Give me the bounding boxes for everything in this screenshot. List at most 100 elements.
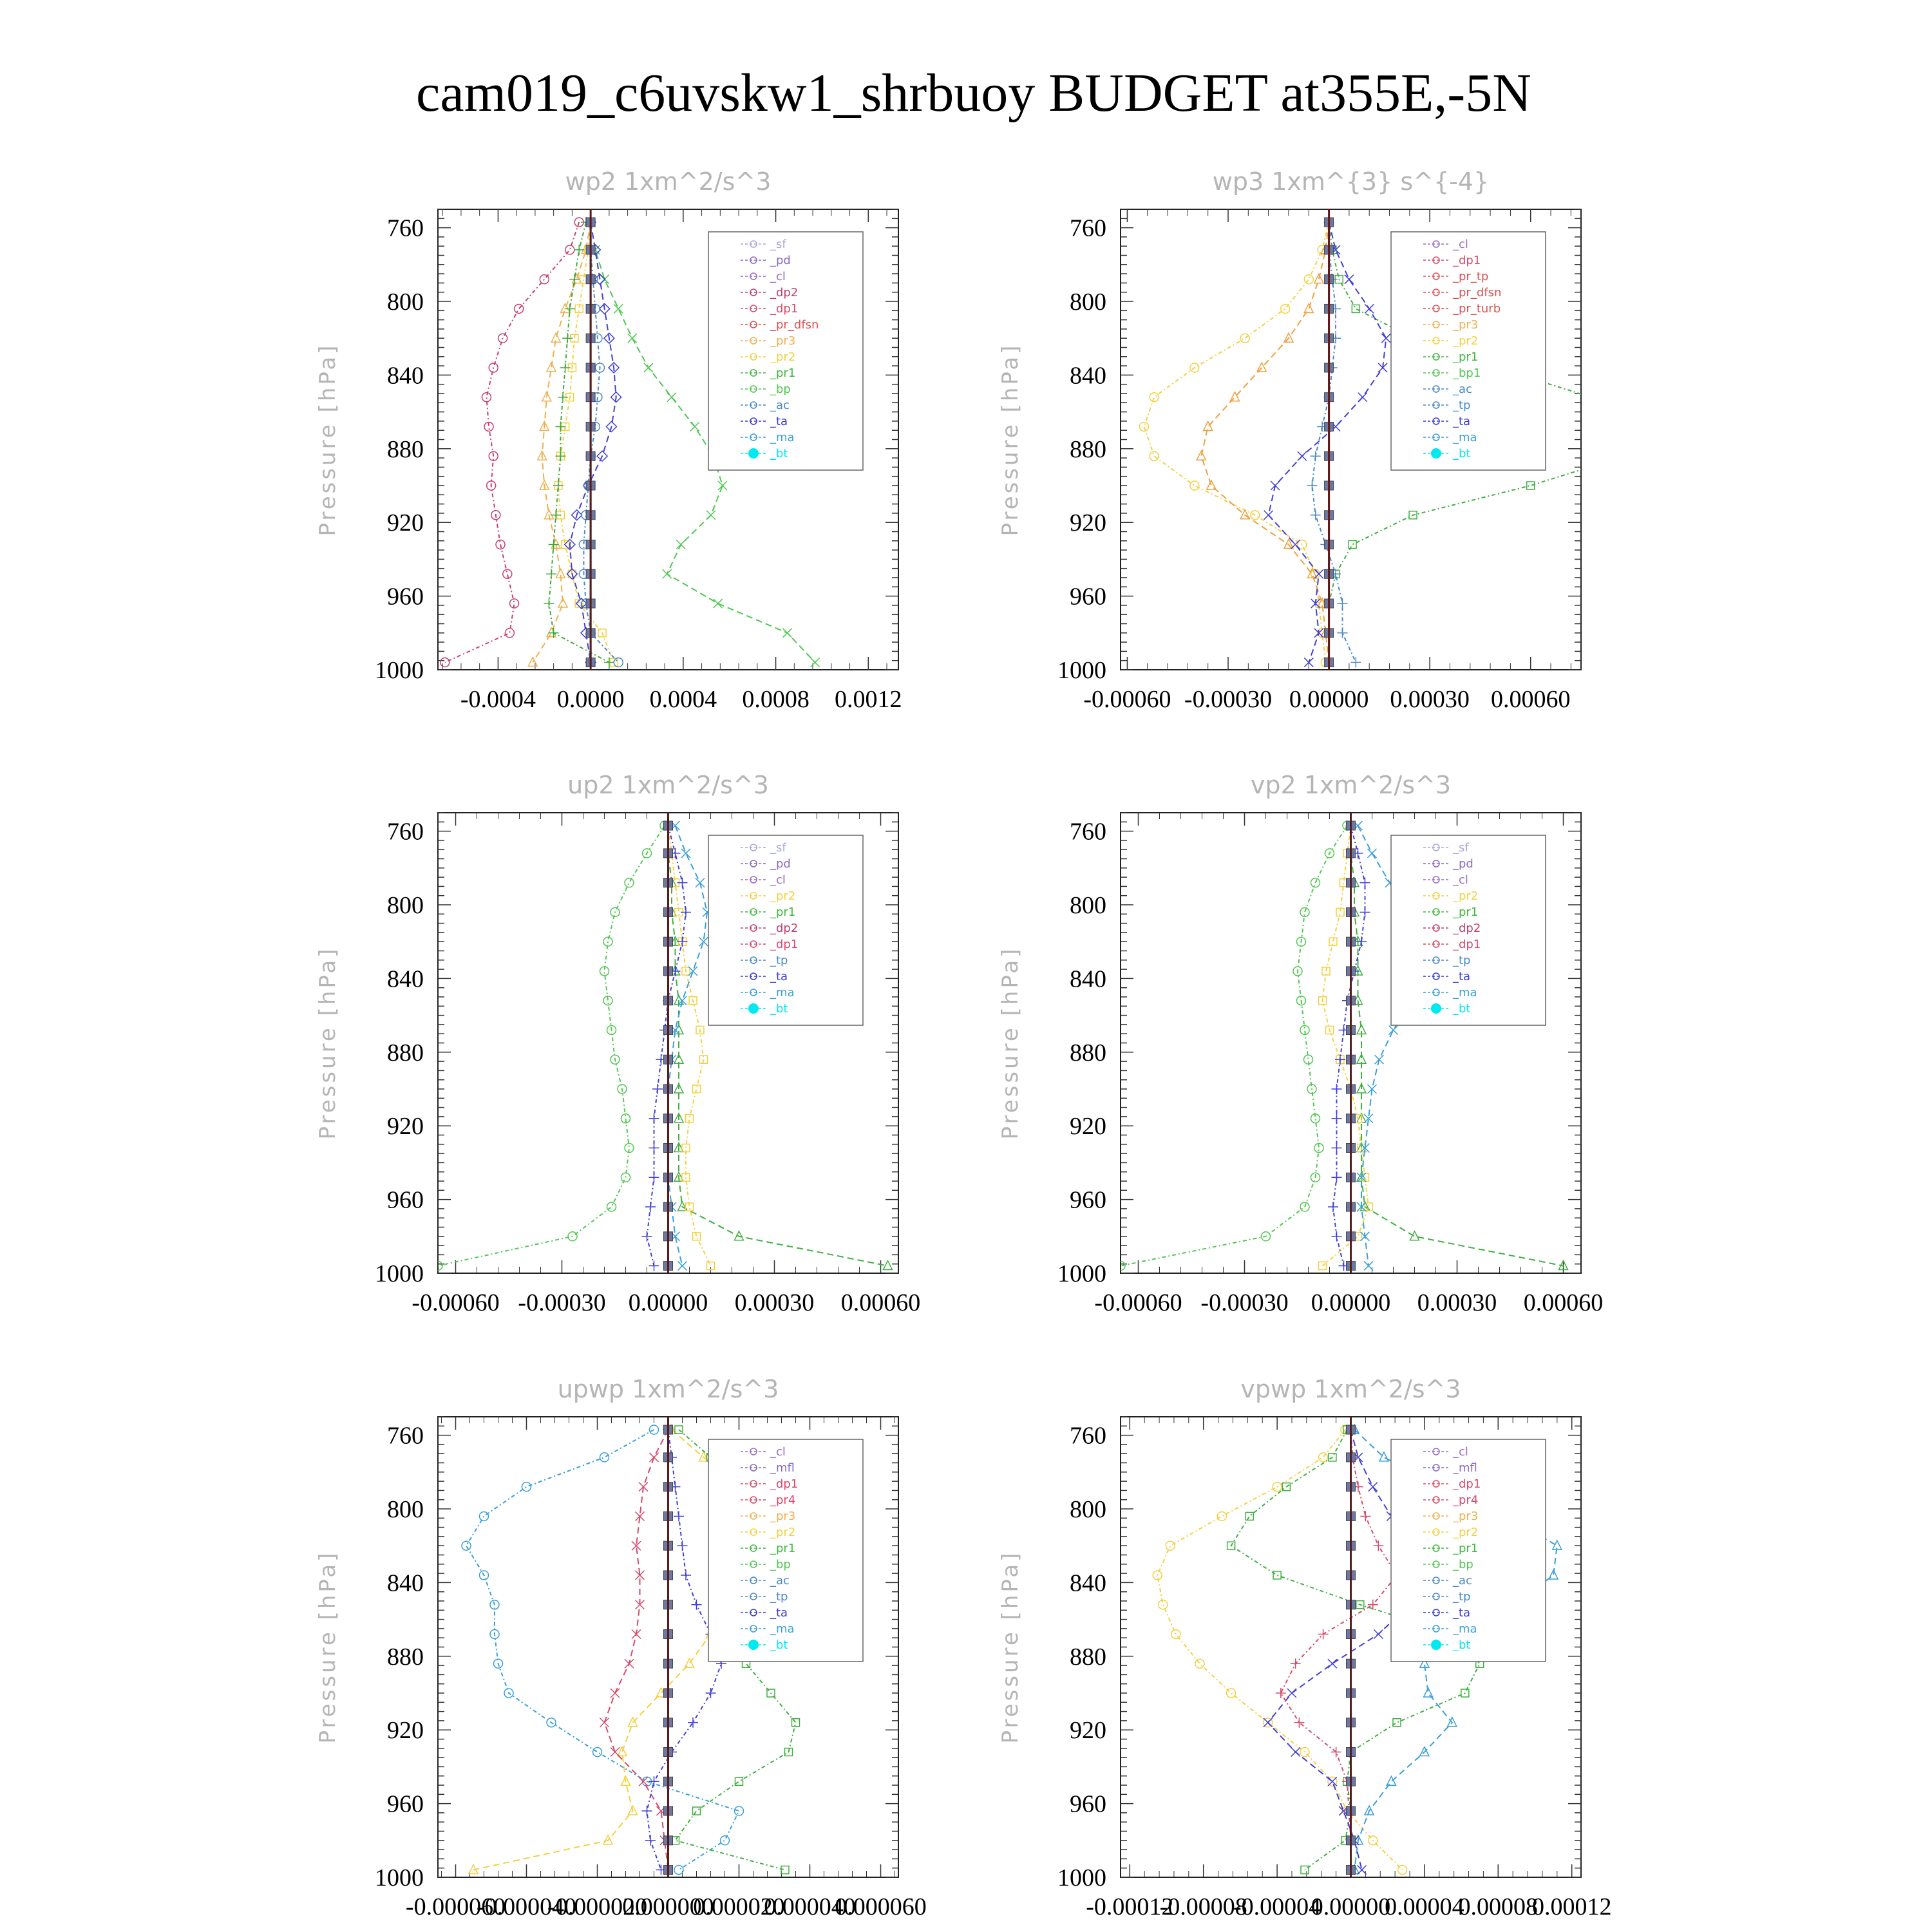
data-point-ta <box>1356 936 1367 947</box>
data-point-dp2 <box>502 569 513 580</box>
legend-marker <box>750 369 757 377</box>
data-point-pr1 <box>555 451 566 462</box>
legend-marker <box>750 940 757 948</box>
y-tick-label: 960 <box>1070 583 1106 611</box>
data-point-bp <box>766 1689 775 1698</box>
x-tick-label: 0.00000 <box>629 1289 708 1316</box>
legend-marker <box>750 353 757 361</box>
legend-marker <box>1432 1544 1440 1552</box>
data-point-pr2 <box>620 1775 631 1786</box>
legend-box <box>1390 231 1546 471</box>
data-point-dp1 <box>620 1113 631 1124</box>
data-point-pr2 <box>1318 1452 1329 1463</box>
data-point-tp <box>674 1511 684 1522</box>
data-point-ta <box>1364 303 1374 314</box>
data-point-pr3 <box>527 656 538 667</box>
legend-label: _pr_tp <box>1452 270 1488 283</box>
legend-box <box>1390 835 1546 1026</box>
data-point-bp1 <box>1526 481 1535 490</box>
y-tick-label: 960 <box>1070 1791 1106 1818</box>
legend-marker <box>1432 924 1440 932</box>
legend-marker <box>750 1544 757 1552</box>
data-point-tp <box>1337 627 1348 638</box>
legend-marker <box>1432 385 1440 393</box>
data-point-ta <box>649 1172 659 1183</box>
series-line-pr3 <box>1200 222 1330 663</box>
data-point-ta <box>1358 392 1368 402</box>
data-point-pr1 <box>558 392 569 402</box>
data-point-ma <box>1446 1716 1458 1727</box>
data-point-pr3 <box>1303 302 1314 314</box>
data-point-pr1 <box>560 362 571 373</box>
data-point-ta <box>493 1658 504 1669</box>
data-point-ta <box>489 1599 500 1610</box>
legend-label: _cl <box>770 873 786 887</box>
legend-label: _bp1 <box>1452 366 1481 380</box>
data-point-dp1 <box>603 995 613 1006</box>
data-point-tp <box>1363 1113 1374 1124</box>
legend-box <box>708 835 864 1026</box>
legend-marker <box>750 385 757 393</box>
data-point-pr2 <box>696 1025 705 1035</box>
legend-marker <box>1432 417 1440 425</box>
data-point-pr2 <box>567 569 577 579</box>
data-point-pr1 <box>603 657 614 668</box>
x-tick-label: 0.00000 <box>1311 1289 1391 1316</box>
data-point-pr2 <box>574 599 583 608</box>
data-point-pr3 <box>545 627 557 638</box>
legend-marker <box>750 956 757 964</box>
data-point-pr2 <box>706 1261 715 1271</box>
series-line-tp <box>667 825 708 1266</box>
legend-label: _pd <box>1452 857 1473 871</box>
data-point-ta <box>1263 1718 1273 1728</box>
x-tick-label: 0.00060 <box>1491 686 1571 713</box>
data-point-dp2 <box>486 480 497 491</box>
legend-marker <box>750 908 757 916</box>
y-tick-label: 760 <box>1070 215 1106 242</box>
data-point-bp1 <box>1587 393 1595 401</box>
data-point-pr4 <box>634 1570 645 1580</box>
x-tick-label: -0.00008 <box>1160 1893 1247 1920</box>
data-point-pr2 <box>1152 1570 1162 1580</box>
data-point-pr2 <box>1303 274 1314 285</box>
legend-label: _tp <box>770 1590 788 1604</box>
y-tick-label: 880 <box>387 1039 424 1066</box>
series-line-ta <box>1332 825 1366 1266</box>
data-point-bp <box>1328 1453 1337 1462</box>
panel-4: vp2 1xm^2/s^3 Pressure [hPa] 760 800 840 880 9… <box>998 771 1603 1316</box>
legend-marker <box>1432 433 1440 441</box>
x-tick-label: 0.0012 <box>835 686 902 713</box>
data-point-dp2 <box>491 510 501 520</box>
panel-3: up2 1xm^2/s^3 Pressure [hPa] 760 800 840 880 9… <box>315 771 920 1316</box>
data-point-pr1 <box>574 244 585 255</box>
data-point-dp1 <box>1314 1142 1324 1153</box>
data-point-pr1 <box>673 1083 685 1094</box>
legend-marker <box>750 256 757 264</box>
y-tick-label: 1000 <box>375 1864 424 1891</box>
data-point-ta <box>677 936 688 947</box>
legend-marker <box>750 305 757 312</box>
data-point-pr1 <box>548 539 559 550</box>
legend-label: _dp2 <box>1452 922 1481 935</box>
y-tick-label: 800 <box>1070 1496 1106 1523</box>
data-point-bp1 <box>1634 422 1642 430</box>
data-point-pr3 <box>551 332 562 343</box>
data-point-tp <box>677 1540 688 1551</box>
panel-title: vpwp 1xm^2/s^3 <box>1240 1375 1461 1403</box>
data-point-dp2 <box>565 245 575 255</box>
data-point-pr4 <box>1360 1511 1371 1522</box>
x-tick-label: -0.00060 <box>412 1289 499 1316</box>
data-point-bp <box>1300 1865 1309 1875</box>
data-point-tp <box>1363 1261 1374 1271</box>
panel-5: upwp 1xm^2/s^3 Pressure [hPa] 760 800 840 880… <box>315 1375 927 1920</box>
legend-label: _cl <box>1452 238 1468 251</box>
series-line-dp1 <box>1121 825 1348 1267</box>
legend-marker <box>750 876 757 884</box>
legend-box <box>708 1439 864 1662</box>
data-point-pr3 <box>1283 332 1294 343</box>
legend-label: _cl <box>1452 873 1468 887</box>
legend-label: _pr1 <box>770 1542 795 1555</box>
data-point-pr1 <box>551 509 562 520</box>
data-point-tp <box>1367 1084 1378 1094</box>
panel-title: up2 1xm^2/s^3 <box>567 771 769 799</box>
